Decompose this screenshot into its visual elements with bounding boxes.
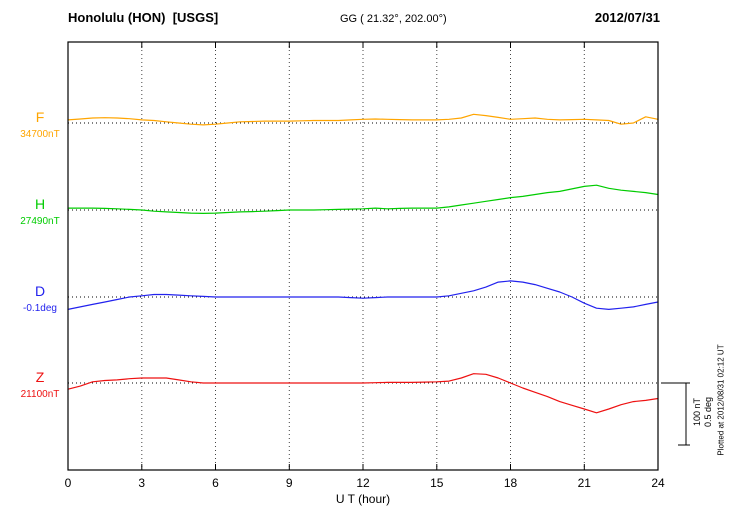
- x-axis-label: U T (hour): [335, 492, 391, 506]
- station-title: Honolulu (HON) [USGS]: [68, 10, 219, 25]
- x-tick-label-12: 12: [356, 476, 370, 490]
- x-tick-label-9: 9: [285, 476, 293, 490]
- channel-H-baseline-value: 27490nT: [20, 216, 60, 227]
- x-tick-label-18: 18: [503, 476, 518, 490]
- trace-H: [67, 184, 659, 214]
- trace-F: [67, 113, 659, 126]
- trace-D: [67, 280, 659, 310]
- channel-F: F 34700nT: [10, 109, 70, 141]
- scale-label-degrees: 0.5 deg: [703, 396, 713, 428]
- channel-Z: Z 21100nT: [10, 369, 70, 401]
- x-tick-label-0: 0: [64, 476, 72, 490]
- x-tick-label-15: 15: [430, 476, 444, 490]
- channel-H-letter: H: [34, 196, 46, 212]
- plot-border: [67, 41, 659, 471]
- x-tick-label-24: 24: [651, 476, 665, 490]
- x-tick-label-21: 21: [577, 476, 591, 490]
- channel-F-letter: F: [35, 109, 45, 125]
- x-tick-label-6: 6: [212, 476, 219, 490]
- x-tick-label-3: 3: [138, 476, 146, 490]
- plot-date: 2012/07/31: [594, 10, 660, 25]
- channel-Z-letter: Z: [35, 369, 45, 385]
- channel-Z-baseline-value: 21100nT: [20, 389, 60, 400]
- channel-F-baseline-value: 34700nT: [20, 129, 60, 140]
- amplitude-scale-bar: [661, 382, 690, 446]
- geographic-coords: GG ( 21.32°, 202.00°): [340, 13, 447, 25]
- plotted-at-note: Plotted at 2012/08/31 02:12 UT: [716, 344, 726, 456]
- channel-D-letter: D: [34, 283, 46, 299]
- scale-label-nanotesla: 100 nT: [692, 397, 702, 427]
- trace-Z: [67, 373, 659, 414]
- channel-H: H 27490nT: [10, 196, 70, 228]
- channel-D: D -0.1deg: [10, 283, 70, 315]
- channel-D-baseline-value: -0.1deg: [23, 303, 57, 314]
